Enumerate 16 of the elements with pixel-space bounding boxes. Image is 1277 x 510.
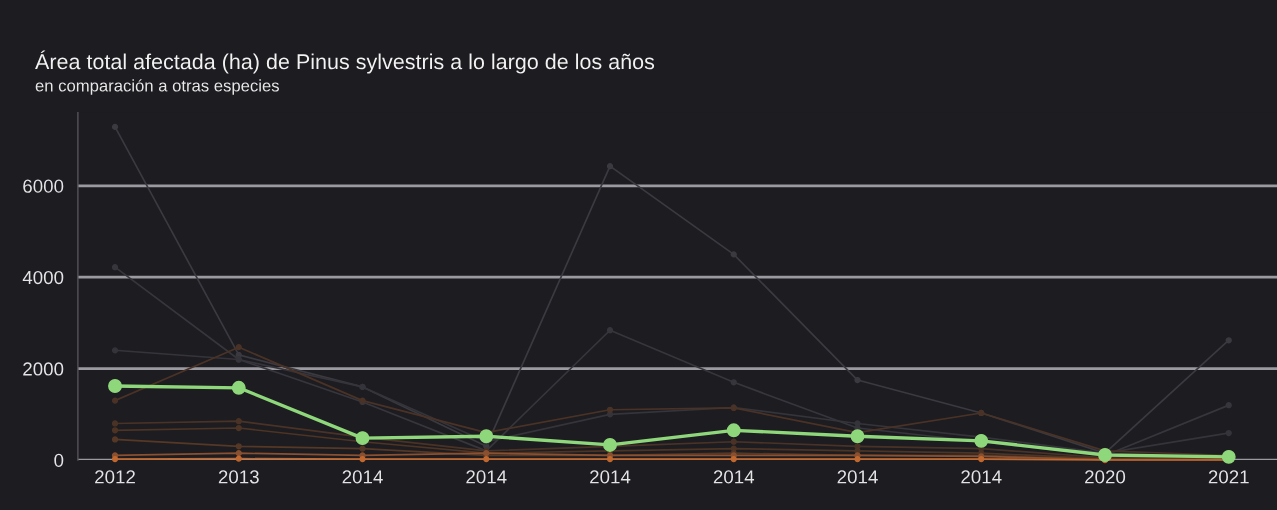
x-tick-label: 2014 [713, 470, 755, 484]
x-tick-label: 2014 [961, 470, 1002, 484]
x-tick-label: 2014 [466, 470, 507, 484]
chart-subtitle: en comparación a otras especies [35, 79, 279, 95]
y-tick-label: 6000 [23, 179, 64, 193]
y-tick-label: 4000 [22, 270, 64, 285]
y-tick-label: 2000 [23, 362, 64, 376]
x-tick-label: 2021 [1208, 470, 1249, 484]
x-tick-label: 2014 [590, 470, 631, 484]
y-tick-label: 0 [54, 453, 64, 467]
chart-title: Área total afectada (ha) de Pinus sylvestris a lo largo de los años [35, 50, 655, 74]
x-tick-label: 2014 [837, 470, 878, 484]
x-tick-label: 2013 [218, 470, 259, 484]
x-tick-label: 2012 [95, 470, 135, 484]
x-tick-label: 2014 [342, 470, 383, 484]
x-tick-label: 2020 [1085, 470, 1126, 484]
